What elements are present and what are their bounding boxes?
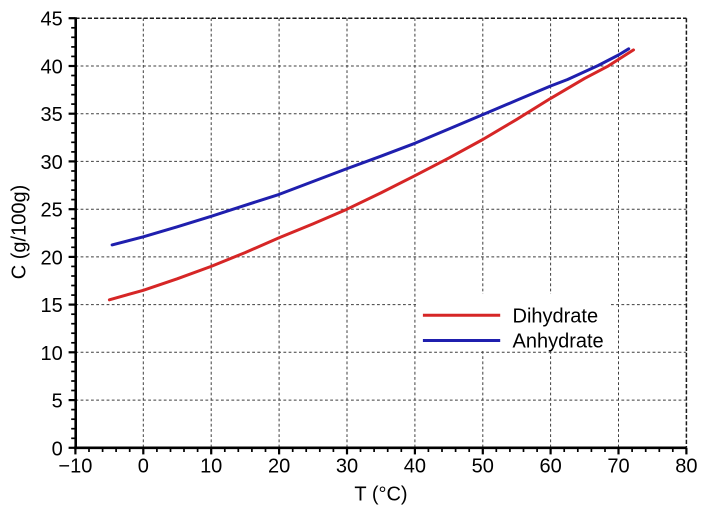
svg-text:80: 80 xyxy=(675,456,697,478)
svg-text:40: 40 xyxy=(404,456,426,478)
svg-text:35: 35 xyxy=(41,104,63,126)
svg-text:C (g/100g): C (g/100g) xyxy=(9,185,31,280)
svg-text:T (°C): T (°C) xyxy=(354,484,407,506)
svg-text:15: 15 xyxy=(41,295,63,317)
svg-text:−10: −10 xyxy=(58,456,92,478)
svg-text:25: 25 xyxy=(41,200,63,222)
svg-text:30: 30 xyxy=(336,456,358,478)
svg-text:Dihydrate: Dihydrate xyxy=(513,305,599,327)
svg-text:50: 50 xyxy=(472,456,494,478)
svg-text:30: 30 xyxy=(41,152,63,174)
svg-text:0: 0 xyxy=(138,456,149,478)
svg-text:Anhydrate: Anhydrate xyxy=(513,331,604,353)
svg-text:0: 0 xyxy=(52,438,63,460)
svg-text:40: 40 xyxy=(41,57,63,79)
svg-text:70: 70 xyxy=(607,456,629,478)
svg-text:5: 5 xyxy=(52,391,63,413)
svg-text:20: 20 xyxy=(268,456,290,478)
svg-text:45: 45 xyxy=(41,9,63,31)
svg-text:60: 60 xyxy=(539,456,561,478)
svg-text:10: 10 xyxy=(200,456,222,478)
svg-text:10: 10 xyxy=(41,343,63,365)
svg-text:20: 20 xyxy=(41,247,63,269)
